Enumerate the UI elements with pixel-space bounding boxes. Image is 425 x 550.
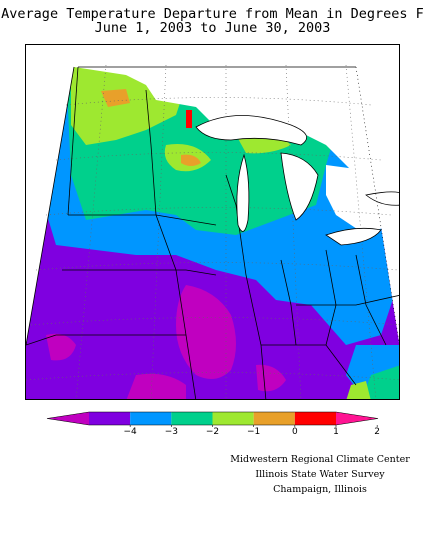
credit-line-3: Champaign, Illinois — [273, 484, 367, 495]
east-edge-boundary — [355, 66, 399, 345]
color-scale-legend — [46, 411, 379, 427]
legend-segment — [294, 412, 336, 425]
legend-tick-label: 0 — [291, 427, 298, 437]
temperature-departure-map — [25, 44, 400, 400]
map-subtitle-date-range: June 1, 2003 to June 30, 2003 — [94, 20, 331, 36]
legend-segment — [171, 412, 213, 425]
state-borders — [26, 66, 399, 399]
legend-segment-below-min — [47, 412, 89, 425]
credit-line-1: Midwestern Regional Climate Center — [230, 454, 410, 465]
contour-below-minus4 — [176, 285, 236, 379]
legend-tick-label: −3 — [164, 427, 178, 437]
legend-segment — [253, 412, 295, 425]
contour-1-to-2 — [186, 110, 192, 128]
legend-outline — [46, 411, 379, 426]
legend-segment — [130, 412, 172, 425]
west-edge-boundary — [26, 66, 75, 346]
legend-tick-label: 1 — [333, 427, 339, 437]
credit-line-2: Illinois State Water Survey — [255, 469, 385, 480]
legend-tick-label: −2 — [205, 427, 220, 437]
map-title: Average Temperature Departure from Mean … — [1, 6, 424, 22]
legend-segment — [89, 412, 131, 425]
map-canvas — [26, 45, 399, 399]
great-lakes — [195, 115, 399, 246]
legend-tick-label: −1 — [247, 427, 261, 437]
legend-segment-above-max — [336, 412, 378, 425]
legend-segment — [212, 412, 254, 425]
legend-tick-label: −4 — [123, 427, 137, 437]
legend-tick-label: 2 — [374, 427, 381, 437]
contour-0-to-1 — [101, 89, 130, 107]
